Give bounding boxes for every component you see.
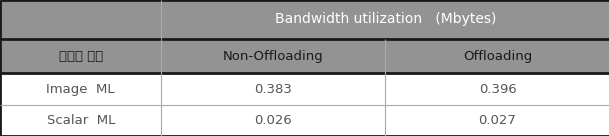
Bar [161, 105, 385, 136]
Text: Offloading: Offloading [463, 50, 532, 63]
Bar [0, 0, 161, 39]
Bar [385, 73, 609, 105]
Bar [0, 39, 161, 73]
Bar [385, 39, 609, 73]
Text: 딕러닝 모듈: 딕러닝 모듈 [58, 50, 103, 63]
Text: Image  ML: Image ML [46, 83, 115, 96]
Bar [0, 105, 161, 136]
Text: Scalar  ML: Scalar ML [46, 114, 115, 127]
Text: 0.027: 0.027 [479, 114, 516, 127]
Bar [161, 73, 385, 105]
Bar [0, 73, 161, 105]
Bar [161, 0, 609, 39]
Text: Bandwidth utilization   (Mbytes): Bandwidth utilization (Mbytes) [275, 12, 496, 26]
Text: 0.026: 0.026 [255, 114, 292, 127]
Bar [161, 39, 385, 73]
Bar [385, 105, 609, 136]
Text: 0.396: 0.396 [479, 83, 516, 96]
Text: 0.383: 0.383 [255, 83, 292, 96]
Text: Non-Offloading: Non-Offloading [223, 50, 324, 63]
